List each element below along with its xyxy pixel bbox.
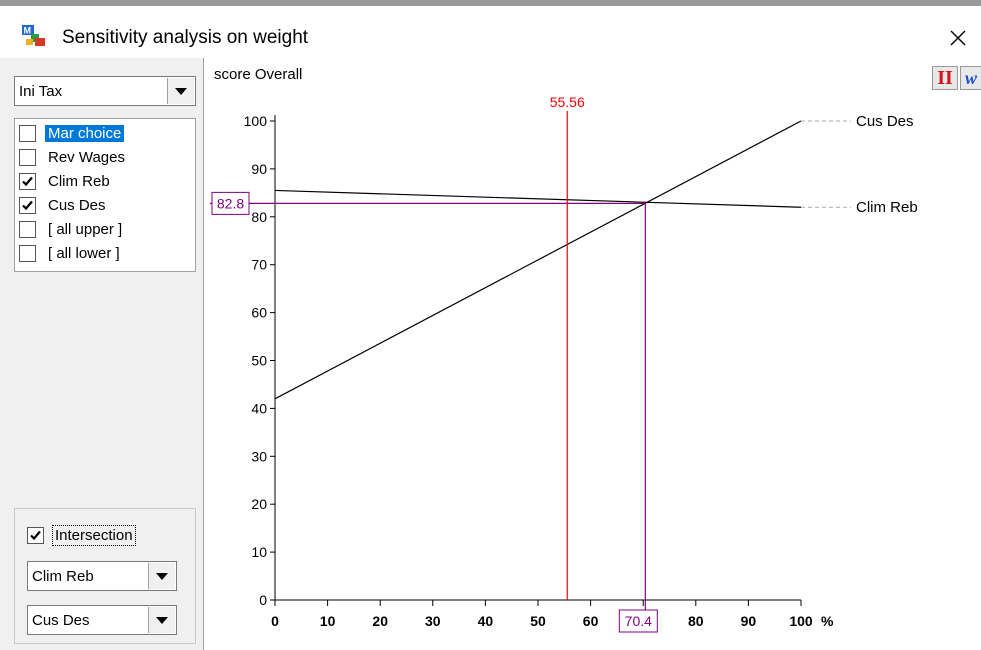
y-tick-label: 20 <box>251 496 267 512</box>
alternative-checkbox[interactable] <box>19 197 36 214</box>
tool-button-2[interactable]: w <box>960 66 981 90</box>
chevron-down-icon <box>175 88 187 95</box>
y-tick-label: 100 <box>244 113 268 129</box>
intersection-y-box <box>211 191 250 215</box>
intersection-y-label: 82.8 <box>217 195 244 211</box>
x-tick-label: 40 <box>478 613 494 629</box>
intersection-checkbox[interactable] <box>27 527 44 544</box>
x-tick-label: 10 <box>320 613 336 629</box>
intersection-second-dropdown[interactable]: Cus Des <box>27 605 177 635</box>
window-top-border <box>0 0 981 6</box>
alternative-label: Cus Des <box>48 197 106 214</box>
y-tick-label: 40 <box>251 400 267 416</box>
x-tick-label: 100 <box>789 613 813 629</box>
y-tick-label: 90 <box>251 161 267 177</box>
criterion-dropdown-value: Ini Tax <box>19 83 63 100</box>
alternative-checkbox[interactable] <box>19 173 36 190</box>
sensitivity-chart: score Overall 0 10 20 30 40 50 60 70 80 90 100 0 10 20… <box>210 66 918 633</box>
y-tick-label: 60 <box>251 305 267 321</box>
x-tick-label: 60 <box>583 613 599 629</box>
criterion-dropdown[interactable]: Ini Tax <box>14 76 196 106</box>
alternative-checkbox[interactable] <box>19 245 36 262</box>
intersection-group: Intersection Clim Reb Cus Des <box>14 508 196 644</box>
alternative-item-mar-choice[interactable]: Mar choice <box>19 122 193 146</box>
intersection-first-value: Clim Reb <box>32 568 94 585</box>
alternatives-list: Mar choice Rev Wages Clim Reb Cus Des [ … <box>14 118 196 272</box>
alternative-label: Clim Reb <box>48 173 110 190</box>
criterion-dropdown-button[interactable] <box>167 78 194 104</box>
alternative-checkbox[interactable] <box>19 125 36 142</box>
alternative-label: [ all lower ] <box>48 245 120 262</box>
x-tick-label: 50 <box>530 613 546 629</box>
close-icon <box>950 30 966 46</box>
x-tick-label: 30 <box>425 613 441 629</box>
series-line <box>274 120 802 400</box>
alternative-checkbox[interactable] <box>19 221 36 238</box>
app-logo-icon: M <box>22 25 48 47</box>
svg-text:M: M <box>24 26 32 36</box>
alternative-item-cus-des[interactable]: Cus Des <box>19 194 193 218</box>
intersection-first-dropdown-button[interactable] <box>148 563 175 589</box>
alternative-item-all-upper[interactable]: [ all upper ] <box>19 218 193 242</box>
intersection-toggle[interactable]: Intersection <box>27 524 187 548</box>
intersection-label: Intersection <box>52 525 136 546</box>
alternative-item-rev-wages[interactable]: Rev Wages <box>19 146 193 170</box>
y-tick-label: 0 <box>259 592 267 608</box>
checkmark-icon <box>22 200 33 211</box>
sensitivity-plot-area: score Overall 0 10 20 30 40 50 60 70 80 90 100 0 10 20… <box>204 58 981 650</box>
tool-button-1[interactable]: II <box>932 66 958 90</box>
series-line <box>274 189 802 208</box>
y-tick-label: 30 <box>251 448 267 464</box>
window-title: Sensitivity analysis on weight <box>62 27 309 48</box>
y-tick-label: 70 <box>251 257 267 273</box>
y-axis-label: score Overall <box>214 66 302 83</box>
alternative-item-all-lower[interactable]: [ all lower ] <box>19 242 193 266</box>
intersection-second-dropdown-button[interactable] <box>148 607 175 633</box>
current-weight-label: 55.56 <box>550 94 585 110</box>
alternative-checkbox[interactable] <box>19 149 36 166</box>
y-tick-label: 50 <box>251 353 267 369</box>
intersection-x-box <box>618 609 658 633</box>
checkmark-icon <box>30 530 41 541</box>
series-label: Cus Des <box>856 113 914 130</box>
alternative-item-clim-reb[interactable]: Clim Reb <box>19 170 193 194</box>
intersection-second-value: Cus Des <box>32 612 90 629</box>
x-tick-label: 20 <box>372 613 388 629</box>
x-tick-label: 90 <box>741 613 757 629</box>
x-axis-unit: % <box>821 613 834 629</box>
y-tick-label: 10 <box>251 544 267 560</box>
alternative-label: Mar choice <box>45 125 125 142</box>
chevron-down-icon <box>156 617 168 624</box>
series-label: Clim Reb <box>856 199 918 216</box>
x-tick-label: 80 <box>688 613 704 629</box>
x-tick-label: 0 <box>271 613 279 629</box>
y-tick-label: 80 <box>251 209 267 225</box>
intersection-first-dropdown[interactable]: Clim Reb <box>27 561 177 591</box>
intersection-x-label: 70.4 <box>625 613 652 629</box>
title-bar: M Sensitivity analysis on weight <box>0 6 981 58</box>
alternative-label: Rev Wages <box>48 149 125 166</box>
close-button[interactable] <box>940 20 976 56</box>
alternative-label: [ all upper ] <box>48 221 123 238</box>
chevron-down-icon <box>156 573 168 580</box>
checkmark-icon <box>22 176 33 187</box>
left-panel: Ini Tax Mar choice Rev Wages Clim Reb Cu… <box>0 58 204 650</box>
